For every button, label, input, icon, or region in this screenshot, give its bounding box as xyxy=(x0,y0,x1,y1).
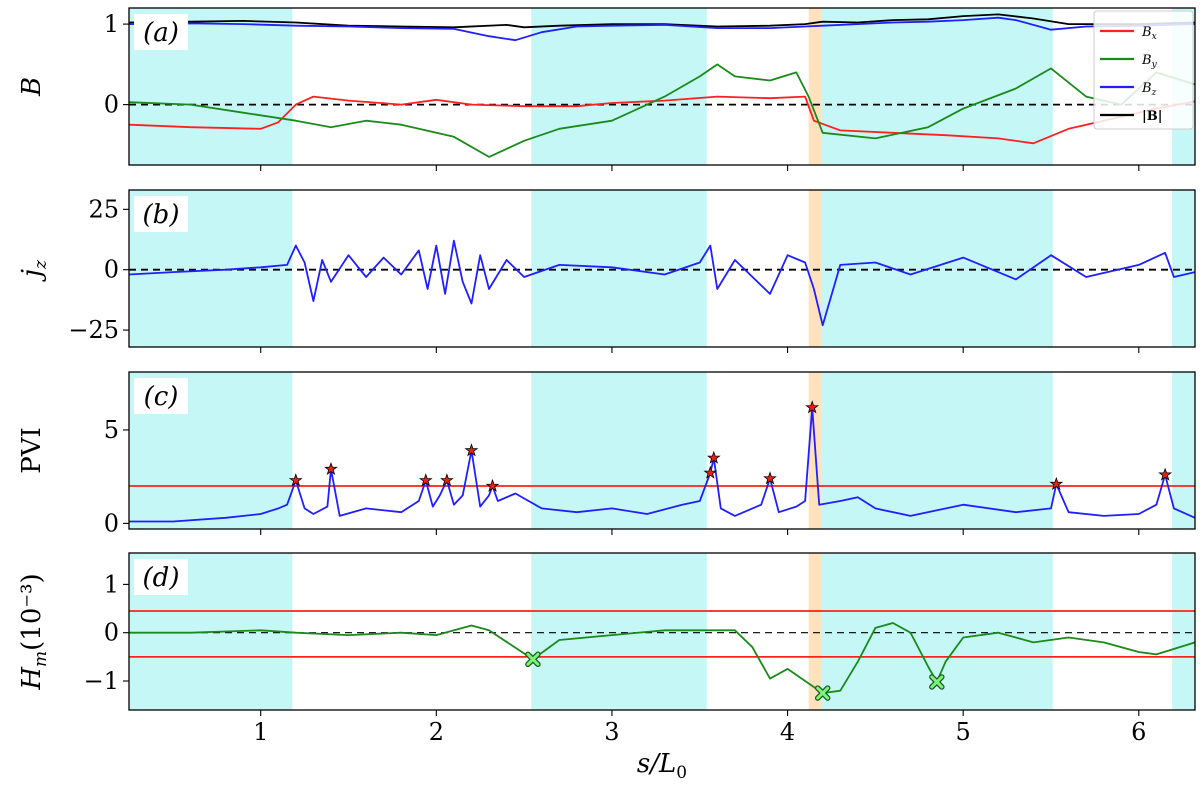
legend-label-subscript: y xyxy=(1151,60,1158,70)
pvi-peak-marker xyxy=(1158,467,1173,481)
pvi-peak-marker xyxy=(706,450,721,464)
x-tick-label-5: 6 xyxy=(1131,718,1146,746)
shaded-region-2 xyxy=(820,190,1053,347)
panel-label-bg xyxy=(134,196,188,232)
panel-d-plot-area xyxy=(129,553,1195,710)
x-axis-label-subscript: 0 xyxy=(676,763,687,783)
x-axis-label: s/L0 xyxy=(637,749,687,783)
legend-label-Bx: Bx xyxy=(1141,25,1157,42)
x-tick-label-2: 3 xyxy=(604,718,619,746)
panel-c: 0 5 (c) PVI xyxy=(17,371,1196,537)
shaded-region-1 xyxy=(531,372,707,529)
shaded-region-3 xyxy=(1172,190,1195,347)
shaded-region-2 xyxy=(820,372,1053,529)
x-tick-label-3: 4 xyxy=(780,718,795,746)
y-axis-label-symbol: PVI xyxy=(17,427,47,474)
pvi-peak-marker xyxy=(703,465,718,479)
y-axis-label-a: B xyxy=(17,77,47,97)
y-axis-label-subscript: z xyxy=(31,259,51,270)
y-tick-label-c-0: 0 xyxy=(104,509,119,537)
shaded-region-3 xyxy=(1172,372,1195,529)
panel-c-frame xyxy=(128,371,1196,530)
y-axis-label-c: PVI xyxy=(17,427,47,474)
shaded-region-1 xyxy=(531,553,707,710)
shaded-region-2 xyxy=(820,553,1053,710)
series-line-jz xyxy=(129,239,1195,327)
y-axis-label-symbol: H xyxy=(17,666,47,691)
pvi-peak-marker xyxy=(763,471,777,485)
y-axis-label-unit: (10⁻³) xyxy=(17,573,47,651)
panel-label-d: (d) xyxy=(143,563,180,593)
panel-label-b: (b) xyxy=(143,200,180,230)
pvi-peak-marker xyxy=(418,473,433,487)
helicity-marker xyxy=(816,686,830,700)
panel-a-plot-area xyxy=(129,8,1195,165)
pvi-peak-marker xyxy=(324,462,338,475)
y-tick-label-b-1: 0 xyxy=(104,256,119,284)
legend-label-subscript: x xyxy=(1152,32,1157,42)
shaded-region-2 xyxy=(820,8,1053,165)
panel-b-frame xyxy=(128,189,1196,348)
panel-b-plot-area xyxy=(129,190,1195,347)
y-tick-label-b-0: 25 xyxy=(88,195,119,223)
highlight-region xyxy=(808,8,821,165)
shaded-region-3 xyxy=(1172,553,1195,710)
series-line-Bz xyxy=(129,16,1195,42)
series-line-By xyxy=(129,63,1195,158)
highlight-region xyxy=(808,190,821,347)
highlight-region xyxy=(808,553,821,710)
pvi-peak-marker xyxy=(1049,476,1064,491)
x-tick-label-0: 1 xyxy=(253,718,268,746)
panel-label-c: (c) xyxy=(144,382,179,412)
y-axis-label-d: Hm(10⁻³) xyxy=(17,573,51,690)
series-line-Bx xyxy=(129,95,1195,145)
legend-label-text: |B| xyxy=(1142,109,1162,124)
legend-box xyxy=(1093,10,1194,130)
panel-d: 1 0 −1 1 2 3 4 5 6 (d) Hm(10⁻³) xyxy=(17,552,1196,746)
y-axis-label-symbol: j xyxy=(17,269,47,282)
y-tick-label-c-1: 5 xyxy=(104,416,119,444)
panel-label-bg xyxy=(134,14,188,50)
series-line-Hm xyxy=(129,622,1195,694)
y-tick-label-b-2: −25 xyxy=(68,316,119,344)
panel-b: 25 0 −25 (b) jz xyxy=(17,189,1196,353)
series-line-Bmag xyxy=(129,13,1195,29)
helicity-marker xyxy=(526,652,540,666)
y-axis-label-b: jz xyxy=(17,259,51,282)
pvi-peak-marker xyxy=(464,443,479,457)
x-tick-label-4: 5 xyxy=(956,718,971,746)
pvi-peak-marker xyxy=(440,473,454,487)
pvi-peak-marker xyxy=(805,400,820,414)
legend-label-text: B xyxy=(1141,53,1152,68)
y-tick-label-a-0: 0 xyxy=(104,91,119,119)
legend-label-subscript: z xyxy=(1151,88,1157,98)
legend-label-text: B xyxy=(1141,25,1152,40)
y-tick-label-d-1: 0 xyxy=(104,619,119,647)
legend-label-Bz: Bz xyxy=(1141,81,1157,98)
y-tick-label-d-0: 1 xyxy=(104,570,119,598)
helicity-marker xyxy=(930,675,944,689)
panel-c-plot-area xyxy=(129,372,1195,529)
panel-label-bg xyxy=(134,378,188,414)
shaded-region-1 xyxy=(531,8,707,165)
panel-a-frame xyxy=(128,7,1196,166)
pvi-peak-marker xyxy=(288,473,303,487)
y-axis-label-symbol: B xyxy=(17,77,47,97)
legend-label-Bmag: |B| xyxy=(1142,109,1162,124)
legend-label-By: By xyxy=(1141,53,1158,70)
series-line-PVI xyxy=(129,406,1195,523)
y-tick-label-a-1: 1 xyxy=(104,10,119,38)
panel-d-frame xyxy=(128,552,1196,711)
pvi-peak-marker xyxy=(485,478,500,492)
legend-label-text: B xyxy=(1141,81,1152,96)
y-axis-label-subscript: m xyxy=(31,651,51,667)
panel-label-bg xyxy=(134,559,188,595)
x-tick-label-1: 2 xyxy=(429,718,444,746)
y-tick-label-d-2: −1 xyxy=(84,667,119,695)
panel-label-a: (a) xyxy=(143,18,179,48)
